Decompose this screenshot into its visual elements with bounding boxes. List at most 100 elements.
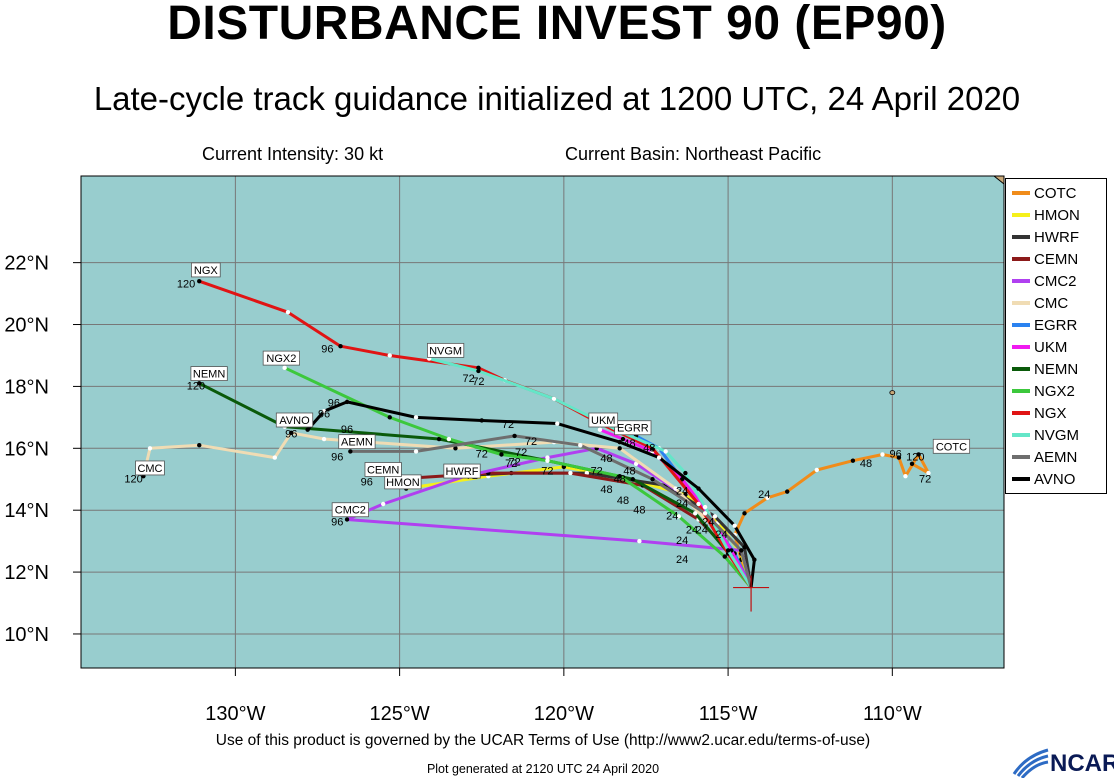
track-label: NGX2 [266, 353, 296, 365]
track-point [880, 452, 885, 457]
legend-label: CMC2 [1034, 272, 1077, 290]
track-point [147, 446, 153, 451]
legend-swatch [1012, 191, 1030, 195]
forecast-hour-label: 72 [472, 376, 484, 388]
track-point [476, 365, 481, 371]
track-point [568, 470, 573, 476]
forecast-hour-label: 120 [124, 473, 142, 485]
track-point [285, 309, 291, 315]
forecast-hour-label: 48 [600, 484, 612, 496]
track-point [696, 501, 701, 507]
track-point [909, 461, 915, 466]
track-label-box [190, 366, 228, 381]
page-title: DISTURBANCE INVEST 90 (EP90) [167, 0, 947, 50]
ncar-swoosh-icon [1012, 748, 1049, 779]
longitude-tick-label: 110°W [863, 703, 922, 725]
legend-label: UKM [1034, 338, 1068, 356]
latitude-tick-label: 16°N [4, 438, 49, 460]
track-label: CEMN [367, 465, 399, 477]
legend-swatch [1012, 389, 1030, 393]
forecast-hour-label: 24 [758, 489, 770, 501]
track-point [282, 365, 287, 371]
legend-swatch [1012, 367, 1030, 371]
forecast-hour-label: 24 [676, 535, 688, 547]
legend-label: NVGM [1034, 426, 1079, 444]
track-point [693, 511, 698, 516]
track-label: HWRF [446, 466, 479, 478]
legend-label: NEMN [1034, 360, 1079, 378]
generated-timestamp: Plot generated at 2120 UTC 24 April 2020 [426, 762, 660, 776]
forecast-hour-label: 96 [361, 476, 373, 488]
track-point [617, 473, 622, 479]
track-label-box [191, 262, 221, 278]
track-label: NEMN [193, 369, 225, 381]
track-label-box [338, 434, 376, 450]
legend-item-cotc: COTC [1012, 182, 1077, 204]
longitude-tick-label: 125°W [369, 703, 429, 725]
forecast-hour-label: 72 [505, 458, 517, 470]
track-label-box [331, 502, 369, 518]
forecast-hour-label: 48 [860, 458, 872, 470]
legend-swatch [1012, 411, 1030, 415]
track-point [617, 439, 622, 445]
legend-label: CMC [1034, 294, 1069, 312]
track-point [197, 443, 202, 448]
track-point [413, 415, 419, 420]
track-point [814, 467, 819, 473]
legend-label: HWRF [1034, 228, 1079, 246]
track-point [617, 446, 622, 451]
legend-item-ukm: UKM [1012, 336, 1067, 358]
legend-swatch [1012, 235, 1030, 239]
track-point [742, 511, 747, 516]
legend-label: NGX2 [1034, 382, 1075, 400]
forecast-hour-label: 96 [321, 343, 333, 355]
longitude-tick-label: 115°W [699, 703, 758, 725]
track-point [739, 548, 744, 553]
track-point [702, 511, 708, 516]
terms-of-use: Use of this product is governed by the U… [215, 732, 871, 749]
track-label-box [135, 460, 165, 476]
track-label: AEMN [341, 437, 373, 449]
track-cmc [141, 431, 753, 589]
legend-item-cmc: CMC [1012, 292, 1068, 314]
track-point [785, 489, 790, 494]
track-label: NVGM [429, 345, 462, 357]
legend-swatch [1012, 213, 1030, 217]
forecast-hour-label: 48 [617, 495, 629, 507]
track-point [436, 436, 442, 442]
track-point [712, 514, 718, 519]
track-point [620, 436, 626, 442]
legend-label: AVNO [1034, 470, 1076, 488]
ncar-logo: NCAR [1012, 748, 1114, 779]
forecast-hour-label: 96 [285, 428, 297, 440]
track-point [752, 557, 757, 562]
track-point [344, 399, 350, 405]
track-label-box [614, 420, 652, 436]
forecast-hour-label: 24 [715, 529, 727, 541]
track-label-box [275, 412, 314, 428]
track-point [512, 433, 517, 439]
track-point [197, 279, 202, 284]
forecast-hour-label: 72 [476, 449, 488, 461]
legend-swatch [1012, 323, 1030, 327]
latitude-tick-label: 12°N [4, 562, 49, 584]
legend-item-cemn: CEMN [1012, 248, 1078, 270]
track-point [578, 443, 583, 448]
track-point [926, 470, 931, 476]
track-label-box [384, 474, 422, 490]
track-point [380, 501, 386, 507]
track-point [272, 455, 277, 460]
track-label-box [588, 412, 619, 428]
track-point [344, 517, 350, 522]
track-point [197, 381, 202, 386]
forecast-hour-label: 120 [177, 278, 195, 290]
forecast-hour-label: 96 [889, 449, 901, 461]
forecast-hour-label: 48 [633, 504, 645, 516]
legend-label: EGRR [1034, 316, 1078, 334]
current-basin: Current Basin: Northeast Pacific [565, 144, 822, 164]
track-point [683, 470, 688, 476]
track-point [555, 421, 560, 426]
forecast-hour-label: 72 [919, 473, 931, 485]
track-point [916, 452, 921, 457]
track-point [722, 554, 728, 559]
